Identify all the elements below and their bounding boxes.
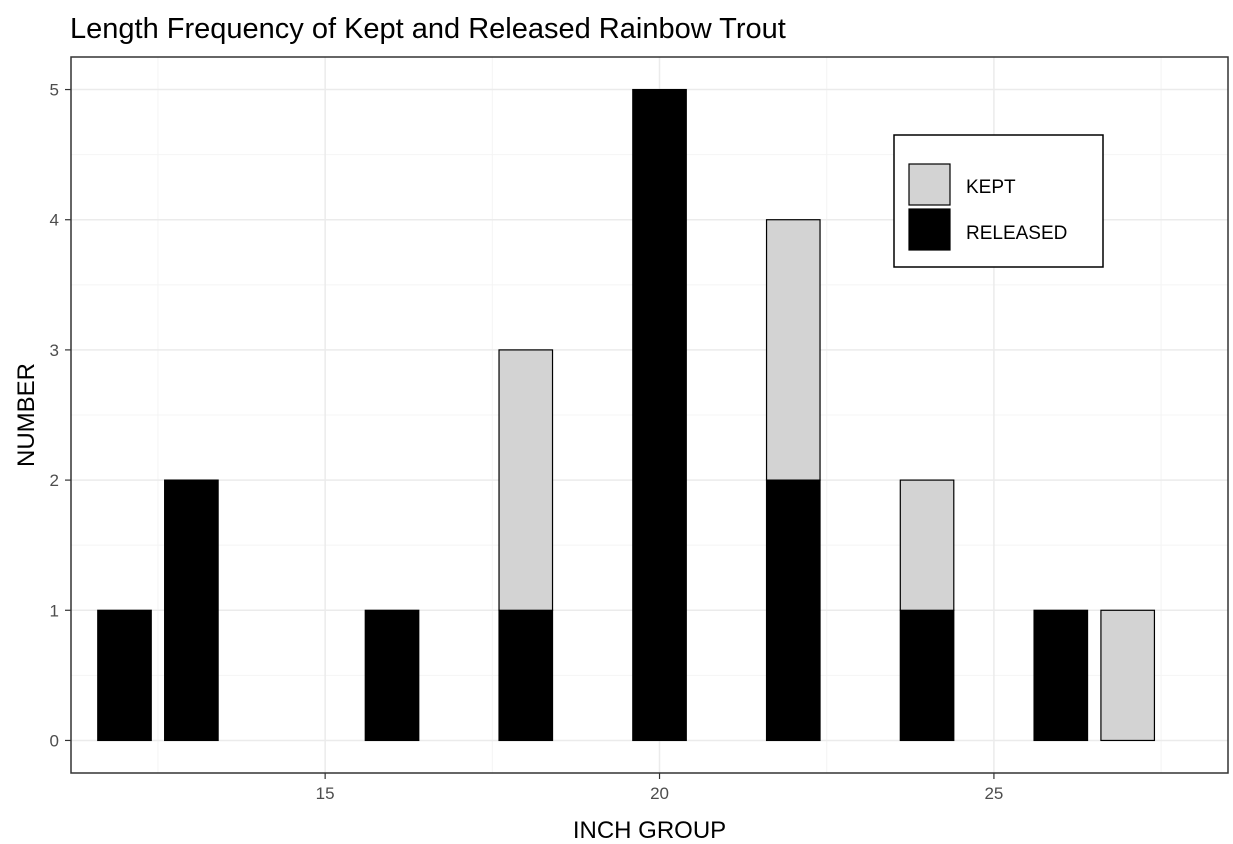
bar-kept-27 (1100, 609, 1156, 742)
bars (97, 88, 1156, 742)
legend-label-released: RELEASED (966, 223, 1067, 244)
bar-released-12 (97, 609, 152, 742)
legend-swatch-kept (908, 163, 951, 206)
chart-title: Length Frequency of Kept and Released Ra… (70, 13, 786, 45)
bar-released-22 (765, 479, 821, 742)
bar-released-16 (364, 609, 420, 742)
bar-released-26 (1033, 609, 1089, 742)
y-tick-label: 1 (50, 601, 59, 620)
bar-released-18 (498, 609, 554, 742)
legend-label-kept: KEPT (966, 177, 1016, 198)
legend-swatch-released (908, 208, 951, 251)
axis-ticks: 15 20 25 0 1 2 3 4 5 (50, 81, 1004, 803)
x-tick-label: 15 (316, 784, 335, 803)
x-tick-label: 25 (984, 784, 1003, 803)
y-tick-label: 2 (50, 471, 59, 490)
panel-border (70, 56, 1229, 774)
bar-released-13 (164, 479, 219, 742)
bar-kept-22 (765, 219, 821, 481)
x-axis-title: INCH GROUP (573, 817, 726, 844)
y-tick-label: 4 (50, 211, 59, 230)
bar-kept-24 (899, 479, 955, 611)
y-tick-label: 3 (50, 341, 59, 360)
y-axis-title: NUMBER (13, 363, 40, 467)
y-tick-label: 5 (50, 81, 59, 100)
y-tick-label: 0 (50, 731, 59, 750)
bar-released-20 (632, 88, 687, 742)
bar-kept-18 (498, 349, 554, 611)
bar-released-24 (899, 609, 955, 742)
x-tick-label: 20 (650, 784, 669, 803)
legend: KEPT RELEASED (893, 134, 1104, 268)
